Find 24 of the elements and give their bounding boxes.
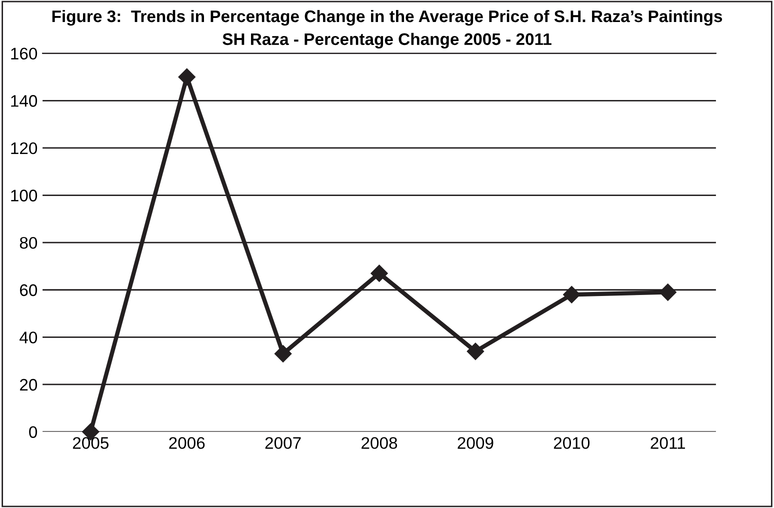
y-tick-label: 160	[11, 48, 38, 60]
point	[274, 345, 292, 362]
x-tick-label: 2006	[169, 437, 205, 449]
y-tick-label: 120	[11, 142, 38, 154]
point	[563, 286, 580, 304]
x-tick-label: 2010	[554, 437, 590, 449]
chart-subtitle: SH Raza - Percentage Change 2005 - 2011	[222, 32, 552, 48]
y-tick-label: 20	[20, 378, 38, 391]
y-tick-label: 140	[11, 95, 38, 107]
y-tick-label: 80	[20, 236, 38, 249]
y-tick-label: 100	[11, 190, 38, 202]
y-tick-label: 60	[20, 284, 38, 296]
x-tick-label: 2009	[458, 437, 494, 449]
point	[466, 342, 484, 360]
point	[370, 264, 388, 282]
y-tick-label: 40	[20, 332, 38, 344]
x-tick-label: 2008	[362, 437, 398, 449]
x-tick-label: 2007	[265, 437, 301, 449]
x-tick-label: 2005	[72, 437, 109, 449]
point	[659, 284, 676, 301]
x-tick-label: 2011	[650, 437, 685, 449]
y-tick-label: 0	[29, 426, 38, 438]
point	[178, 68, 196, 86]
chart-title: Figure 3: Trends in Percentage Change in the Average Price of S.H. Raza’s Paintings	[52, 10, 722, 26]
